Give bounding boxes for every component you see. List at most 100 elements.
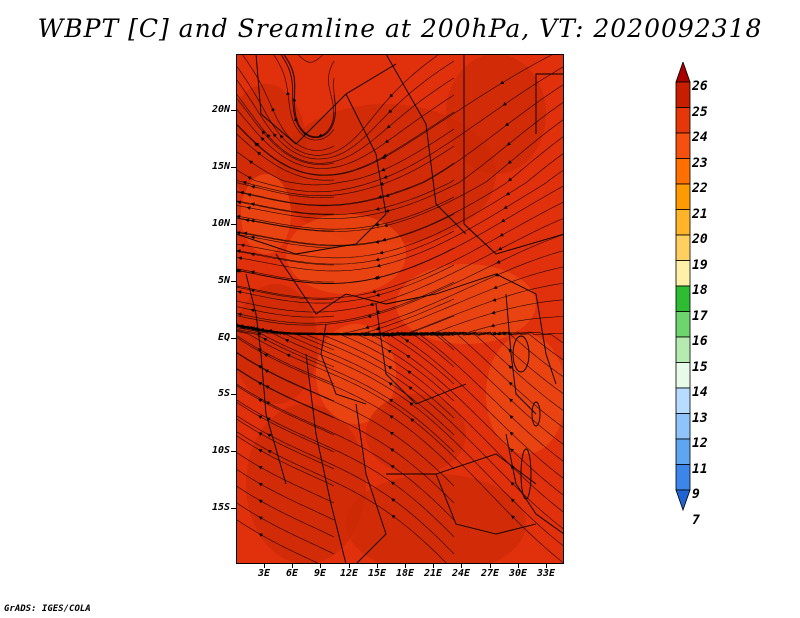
colorbar-boxes — [675, 62, 691, 512]
streamline-arrow — [502, 102, 507, 106]
streamline-arrow — [258, 516, 263, 521]
streamline-arrow — [371, 289, 376, 294]
streamline-arrow — [250, 218, 255, 223]
colorbar-arrow-top — [675, 62, 691, 83]
streamline — [236, 329, 455, 453]
country-border — [305, 353, 347, 564]
streamline — [236, 430, 448, 564]
streamline-arrow — [258, 533, 263, 537]
country-border — [385, 54, 467, 235]
streamline-arrow — [492, 297, 497, 302]
streamline-arrow — [509, 415, 514, 419]
streamline-arrow — [250, 252, 255, 257]
colorbar-box — [675, 132, 691, 159]
lon-tick — [546, 564, 547, 568]
streamline-arrow — [267, 450, 272, 454]
streamline-arrow — [510, 481, 515, 486]
wbpt-shade-patch — [236, 284, 318, 404]
streamline — [236, 94, 455, 169]
streamline-arrow — [375, 257, 380, 262]
streamline-arrow — [391, 498, 396, 502]
streamline — [236, 111, 455, 176]
streamline — [236, 352, 455, 487]
streamline-arrow — [406, 354, 411, 359]
streamline — [236, 325, 564, 530]
lat-label-20n: 20N — [211, 104, 230, 115]
country-border — [435, 473, 537, 535]
colorbar-box — [675, 311, 691, 338]
streamline-arrow — [405, 339, 410, 343]
streamline-arrow — [261, 130, 266, 135]
lon-label-24e: 24E — [451, 568, 471, 579]
colorbar-box — [675, 260, 691, 287]
colorbar-label-22: 22 — [692, 181, 708, 196]
streamline-arrow — [258, 432, 263, 436]
country-border — [505, 293, 537, 415]
lake-outline — [531, 401, 541, 427]
map-canvas — [236, 54, 564, 564]
streamline-arrow — [240, 243, 245, 248]
streamline — [236, 200, 335, 215]
streamline — [236, 217, 335, 232]
streamline-arrow — [249, 160, 254, 165]
streamline-arrow — [506, 141, 511, 146]
wbpt-shade-patch — [486, 334, 564, 454]
streamline — [236, 60, 455, 160]
streamline-arrow — [388, 382, 393, 386]
lon-tick — [517, 564, 519, 568]
streamline — [236, 368, 335, 419]
streamline-arrow — [375, 292, 380, 297]
streamline-arrow — [389, 398, 394, 403]
colorbar-label-18: 18 — [692, 283, 708, 298]
streamline-arrow — [506, 191, 511, 196]
streamline — [236, 54, 555, 176]
streamline-arrow — [257, 331, 262, 336]
streamline-arrow — [375, 207, 380, 211]
streamline — [236, 217, 564, 313]
streamline — [236, 328, 335, 368]
lat-tick — [231, 508, 236, 509]
streamline — [236, 367, 455, 504]
streamline-arrow — [239, 190, 244, 195]
lat-label-eq: EQ — [217, 332, 230, 343]
wbpt-shade-patch — [236, 84, 306, 204]
country-border — [255, 54, 397, 145]
colorbar-label-25: 25 — [692, 105, 708, 120]
wbpt-shade-patch — [366, 394, 466, 474]
lon-tick — [348, 564, 350, 568]
streamline-arrow — [507, 160, 512, 164]
streamline-arrow — [365, 325, 370, 330]
streamline — [236, 83, 564, 207]
streamline — [236, 196, 455, 230]
colorbar-box — [675, 285, 691, 312]
streamline-arrow — [245, 218, 250, 223]
streamline-arrow — [509, 431, 514, 436]
streamline — [236, 230, 455, 265]
streamline-arrow — [273, 133, 277, 138]
streamline — [236, 286, 335, 300]
streamline-arrow — [236, 214, 241, 219]
colorbar-box — [675, 362, 691, 389]
colorbar-label-17: 17 — [692, 309, 708, 324]
lon-label-9e: 9E — [313, 568, 327, 579]
streamline-arrow — [279, 134, 284, 139]
lat-label-15s: 15S — [211, 502, 230, 513]
streamline-arrow — [369, 302, 374, 307]
streamline-arrow — [402, 331, 407, 336]
streamline-arrow — [388, 366, 393, 370]
colorbar-label-19: 19 — [692, 258, 708, 273]
streamline-arrow — [390, 448, 395, 453]
streamline-arrow — [250, 235, 255, 240]
streamline — [236, 77, 455, 164]
streamline — [236, 128, 455, 186]
streamline-arrow — [266, 401, 271, 405]
streamline-arrow — [237, 290, 242, 295]
streamline-arrow — [510, 448, 515, 453]
streamline-arrow — [491, 310, 496, 315]
streamline-arrow — [251, 185, 256, 189]
wbpt-shade-patch — [246, 404, 366, 564]
lon-label-18e: 18E — [395, 568, 415, 579]
colorbar-box — [675, 438, 691, 465]
streamline — [236, 145, 455, 196]
streamline-arrow — [389, 93, 394, 98]
